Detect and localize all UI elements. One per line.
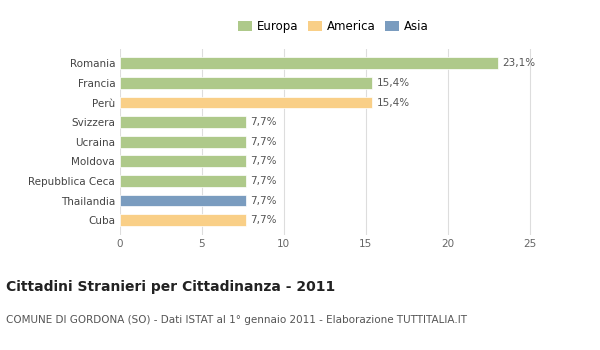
- Legend: Europa, America, Asia: Europa, America, Asia: [235, 18, 431, 36]
- Bar: [120, 77, 373, 89]
- Text: 7,7%: 7,7%: [250, 137, 277, 147]
- Text: 7,7%: 7,7%: [250, 196, 277, 205]
- Text: 15,4%: 15,4%: [376, 78, 410, 88]
- Bar: [120, 214, 246, 226]
- Text: 15,4%: 15,4%: [376, 98, 410, 107]
- Text: 7,7%: 7,7%: [250, 117, 277, 127]
- Text: 7,7%: 7,7%: [250, 215, 277, 225]
- Text: Cittadini Stranieri per Cittadinanza - 2011: Cittadini Stranieri per Cittadinanza - 2…: [6, 280, 335, 294]
- Text: COMUNE DI GORDONA (SO) - Dati ISTAT al 1° gennaio 2011 - Elaborazione TUTTITALIA: COMUNE DI GORDONA (SO) - Dati ISTAT al 1…: [6, 315, 467, 325]
- Bar: [120, 155, 246, 167]
- Text: 7,7%: 7,7%: [250, 176, 277, 186]
- Bar: [120, 57, 499, 69]
- Bar: [120, 136, 246, 148]
- Bar: [120, 116, 246, 128]
- Text: 23,1%: 23,1%: [503, 58, 536, 68]
- Bar: [120, 97, 373, 108]
- Bar: [120, 175, 246, 187]
- Bar: [120, 195, 246, 206]
- Text: 7,7%: 7,7%: [250, 156, 277, 166]
